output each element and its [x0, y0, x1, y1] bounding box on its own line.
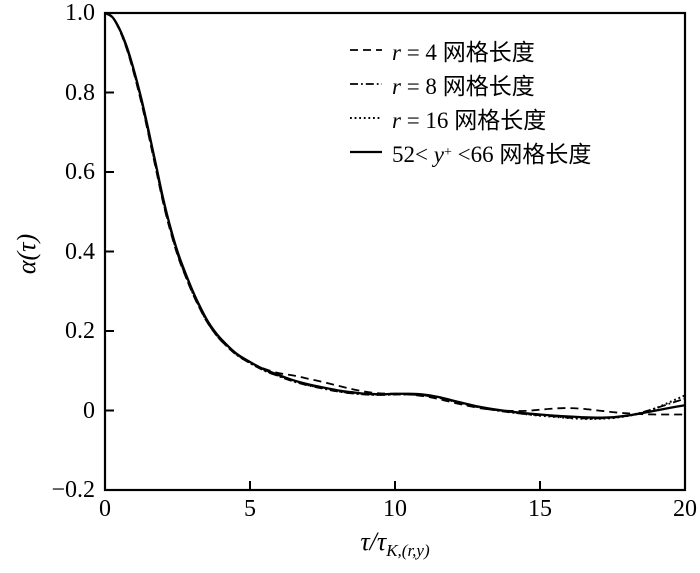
x-tick-label: 10: [383, 496, 407, 522]
y-tick-label: 1.0: [65, 0, 95, 26]
y-tick-label: 0.6: [65, 159, 95, 185]
legend-item: r = 16 网格长度: [349, 101, 591, 135]
legend-line-sample-dashed: [350, 49, 382, 51]
series-line-solid: [104, 11, 686, 419]
legend-item: 52< y+ <66 网格长度: [349, 135, 591, 169]
x-tick-label: 15: [528, 496, 552, 522]
x-axis-label: τ/τK,(r,y): [255, 527, 535, 569]
legend-label: r = 4 网格长度: [392, 40, 535, 65]
legend: r = 4 网格长度 r = 8 网格长度 r = 16 网格长度 52< y+ <6…: [349, 33, 591, 169]
x-axis-label-subscript: K,(r,y): [386, 541, 430, 560]
legend-item: r = 8 网格长度: [349, 67, 591, 101]
legend-item: r = 4 网格长度: [349, 33, 591, 67]
legend-label: r = 8 网格长度: [392, 74, 535, 99]
legend-label: 52< y+ <66 网格长度: [392, 142, 592, 167]
x-tick-label: 5: [244, 496, 256, 522]
x-tick-label: 20: [673, 496, 697, 522]
y-tick-label: 0.2: [65, 318, 95, 344]
x-axis-label-text: τ/τ: [360, 527, 387, 556]
y-tick-label: 0.4: [65, 238, 95, 265]
y-tick-label: 0.8: [65, 79, 95, 106]
legend-line-sample-solid: [350, 150, 382, 154]
legend-line-sample-dotted: [350, 117, 382, 119]
legend-label: r = 16 网格长度: [392, 108, 547, 133]
y-tick-label: −0.2: [51, 477, 95, 503]
legend-line-sample-dash-dot: [350, 83, 382, 85]
y-tick-label: 0: [83, 397, 95, 424]
series-line-dash-dot: [104, 12, 686, 420]
x-tick-label: 0: [99, 496, 111, 522]
